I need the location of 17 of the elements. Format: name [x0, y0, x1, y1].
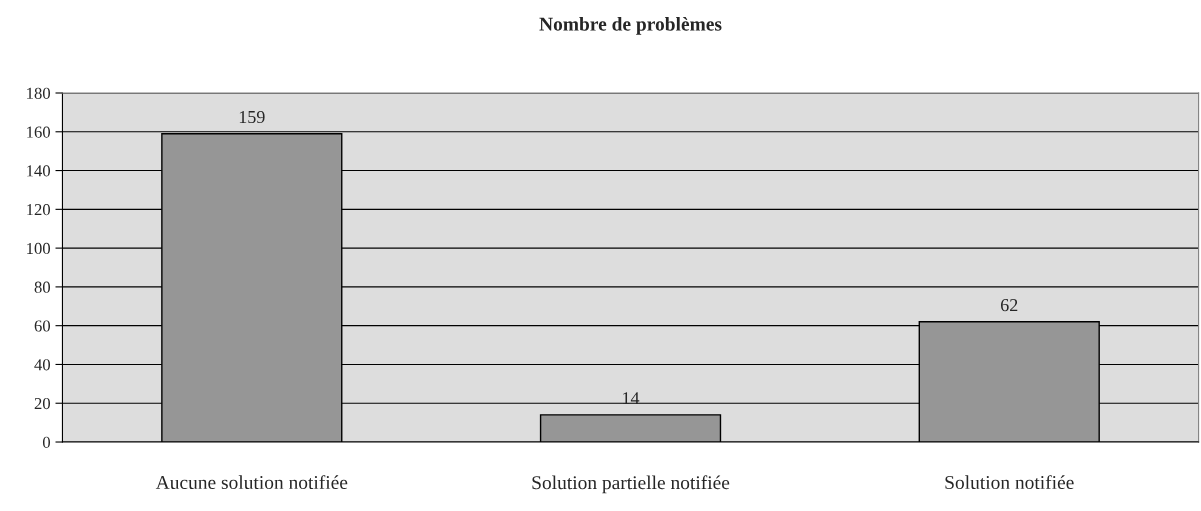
x-tick-label: Solution partielle notifiée — [532, 475, 730, 494]
y-tick-label: 40 — [34, 359, 51, 371]
x-tick-label: Aucune solution notifiée — [155, 475, 348, 490]
data-label: 14 — [623, 392, 640, 405]
x-tick-label: Solution notifiée — [945, 475, 1074, 490]
y-tick-label: 80 — [34, 281, 51, 293]
y-tick-label: 140 — [27, 165, 51, 177]
data-label: 62 — [1000, 299, 1018, 312]
y-tick-label: 0 — [42, 436, 51, 448]
chart-title: Nombre de problèmes — [539, 16, 722, 35]
y-tick-label: 160 — [27, 126, 51, 138]
y-tick-label: 60 — [34, 320, 51, 332]
y-tick-label: 120 — [27, 204, 51, 216]
data-label: 159 — [239, 110, 265, 124]
y-tick-label: 100 — [27, 242, 51, 255]
y-tick-label: 180 — [27, 87, 51, 99]
y-tick-label: 20 — [34, 397, 51, 410]
